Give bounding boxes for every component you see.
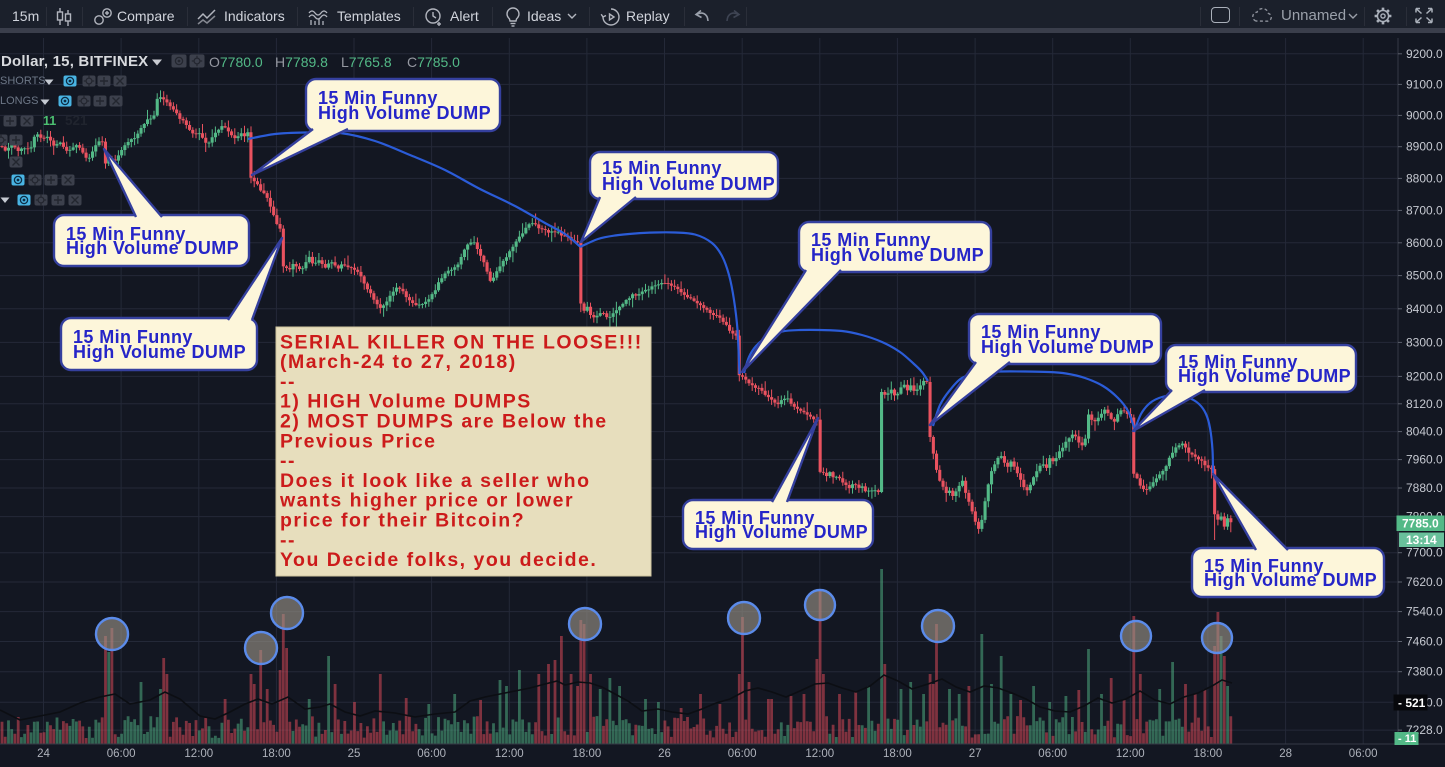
svg-text:15 Min Funny: 15 Min Funny: [318, 88, 438, 108]
svg-text:18:00: 18:00: [573, 748, 602, 760]
svg-text:1) HIGH Volume DUMPS: 1) HIGH Volume DUMPS: [280, 391, 532, 413]
svg-text:High Volume DUMP: High Volume DUMP: [1204, 570, 1377, 590]
svg-text:--: --: [280, 450, 296, 472]
svg-text:15 Min Funny: 15 Min Funny: [602, 158, 722, 178]
svg-text:9100.0: 9100.0: [1406, 77, 1443, 91]
svg-text:7785.0: 7785.0: [1402, 517, 1439, 531]
svg-text:24: 24: [37, 748, 50, 760]
svg-text:8120.0: 8120.0: [1406, 397, 1443, 411]
svg-text:8600.0: 8600.0: [1406, 236, 1443, 250]
svg-text:8800.0: 8800.0: [1406, 171, 1443, 185]
svg-text:High Volume DUMP: High Volume DUMP: [981, 337, 1154, 357]
svg-text:06:00: 06:00: [1038, 748, 1067, 760]
svg-text:27: 27: [969, 748, 982, 760]
svg-text:Previous Price: Previous Price: [280, 430, 437, 452]
svg-text:9000.0: 9000.0: [1406, 108, 1443, 122]
svg-text:8040.0: 8040.0: [1406, 425, 1443, 439]
svg-text:High Volume DUMP: High Volume DUMP: [318, 103, 491, 123]
svg-text:18:00: 18:00: [1194, 748, 1223, 760]
svg-text:7540.0: 7540.0: [1406, 605, 1443, 619]
svg-text:High Volume DUMP: High Volume DUMP: [1178, 366, 1351, 386]
svg-text:8700.0: 8700.0: [1406, 203, 1443, 217]
svg-text:7880.0: 7880.0: [1406, 481, 1443, 495]
svg-text:2) MOST DUMPS are Below the: 2) MOST DUMPS are Below the: [280, 411, 608, 433]
svg-text:High Volume DUMP: High Volume DUMP: [811, 245, 984, 265]
svg-text:12:00: 12:00: [495, 748, 524, 760]
svg-text:--: --: [280, 371, 296, 393]
svg-text:15 Min Funny: 15 Min Funny: [981, 322, 1101, 342]
svg-text:- 11: - 11: [1398, 733, 1416, 745]
svg-text:Does it look like a seller who: Does it look like a seller who: [280, 470, 591, 492]
svg-text:8200.0: 8200.0: [1406, 369, 1443, 383]
svg-text:7620.0: 7620.0: [1406, 575, 1443, 589]
svg-text:06:00: 06:00: [728, 748, 757, 760]
svg-text:12:00: 12:00: [184, 748, 213, 760]
svg-text:price for their Bitcoin?: price for their Bitcoin?: [280, 510, 525, 532]
svg-text:High Volume DUMP: High Volume DUMP: [66, 238, 239, 258]
svg-text:8300.0: 8300.0: [1406, 335, 1443, 349]
svg-text:8500.0: 8500.0: [1406, 269, 1443, 283]
svg-text:26: 26: [658, 748, 671, 760]
svg-text:- 521: - 521: [1398, 696, 1426, 710]
svg-text:7380.0: 7380.0: [1406, 665, 1443, 679]
svg-text:06:00: 06:00: [417, 748, 446, 760]
svg-text:06:00: 06:00: [107, 748, 136, 760]
svg-text:12:00: 12:00: [1116, 748, 1145, 760]
svg-text:wants higher price or lower: wants higher price or lower: [279, 490, 574, 512]
svg-text:7460.0: 7460.0: [1406, 635, 1443, 649]
svg-text:12:00: 12:00: [805, 748, 834, 760]
svg-text:High Volume DUMP: High Volume DUMP: [73, 342, 246, 362]
svg-text:15 Min Funny: 15 Min Funny: [695, 508, 815, 528]
svg-text:25: 25: [348, 748, 361, 760]
svg-text:(March-24 to 27, 2018): (March-24 to 27, 2018): [280, 351, 517, 373]
svg-text:8400.0: 8400.0: [1406, 302, 1443, 316]
svg-text:15 Min Funny: 15 Min Funny: [1204, 556, 1324, 576]
svg-text:High Volume DUMP: High Volume DUMP: [602, 174, 775, 194]
svg-text:8900.0: 8900.0: [1406, 140, 1443, 154]
svg-text:7700.0: 7700.0: [1406, 546, 1443, 560]
svg-text:You Decide folks, you decide.: You Decide folks, you decide.: [280, 549, 597, 571]
svg-text:15 Min Funny: 15 Min Funny: [811, 230, 931, 250]
svg-text:15 Min Funny: 15 Min Funny: [66, 224, 186, 244]
svg-text:--: --: [280, 529, 296, 551]
svg-text:7960.0: 7960.0: [1406, 453, 1443, 467]
svg-text:SERIAL KILLER ON THE LOOSE!!!: SERIAL KILLER ON THE LOOSE!!!: [280, 331, 643, 353]
svg-text:High Volume DUMP: High Volume DUMP: [695, 522, 868, 542]
svg-text:15 Min Funny: 15 Min Funny: [1178, 352, 1298, 372]
svg-text:13:14: 13:14: [1406, 533, 1437, 547]
svg-text:15 Min Funny: 15 Min Funny: [73, 327, 193, 347]
svg-text:9200.0: 9200.0: [1406, 47, 1443, 61]
svg-text:18:00: 18:00: [883, 748, 912, 760]
svg-text:18:00: 18:00: [262, 748, 291, 760]
svg-text:28: 28: [1279, 748, 1292, 760]
svg-text:06:00: 06:00: [1349, 748, 1378, 760]
